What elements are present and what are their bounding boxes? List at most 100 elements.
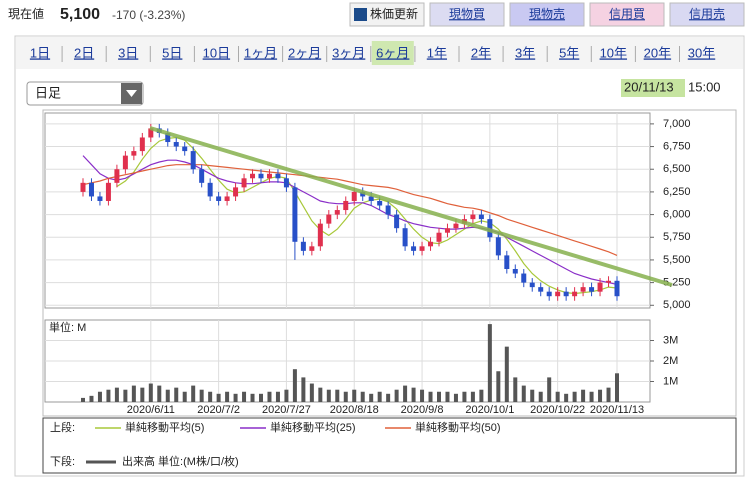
button-label: 現物売 [529,6,565,21]
x-tick-label: 2020/8/18 [330,404,379,416]
legend-label: 単純移動平均(50) [415,420,501,434]
period-tab[interactable]: 10日 [203,45,230,60]
candle-body [300,241,306,251]
candle-body [428,241,434,247]
moving-average-line [116,136,618,295]
period-tab[interactable]: 3年 [515,45,535,60]
candle-body [351,191,357,201]
candle-body [360,191,366,197]
volume-bar [225,391,230,402]
candle-body [394,214,400,229]
volume-bar [140,387,145,402]
volume-bar [581,389,586,402]
candle-body [368,196,374,201]
y-tick-label: 5,500 [663,254,691,266]
interval-dropdown[interactable] [26,81,144,106]
action-button[interactable] [429,2,505,27]
candle-body [309,246,315,251]
x-tick-label: 2020/7/2 [197,404,240,416]
volume-bar [292,369,297,402]
legend-label: 単純移動平均(5) [125,420,204,434]
volume-bar [199,389,204,402]
volume-bar [131,385,136,402]
dropdown-label: 日足 [35,85,61,100]
candle-body [283,178,289,188]
period-tab[interactable]: 1年 [427,45,447,60]
candle-body [105,182,111,201]
candle-body [292,187,298,242]
candle-body [555,291,561,297]
y-tick-label: 5,000 [663,299,691,311]
volume-bar [216,393,221,402]
volume-bar [521,385,526,402]
period-tab[interactable]: 2日 [74,45,94,60]
period-tab[interactable]: 20年 [644,45,671,60]
candle-body [241,178,247,188]
candle-body [436,232,442,242]
timestamp-time: 15:00 [688,79,721,94]
candle-body [224,196,230,201]
action-button[interactable] [509,2,585,27]
candle-body [546,291,552,297]
volume-bar [242,391,247,402]
candle-body [334,210,340,215]
period-tab[interactable]: 2ヶ月 [288,45,321,60]
action-button[interactable] [349,2,425,27]
action-button[interactable] [669,2,745,27]
y-tick-label: 3M [663,334,678,346]
period-tab[interactable]: 3日 [118,45,138,60]
period-tab[interactable]: 6ヶ月 [376,45,409,60]
volume-bar [598,389,603,402]
volume-bar [445,391,450,402]
volume-bar [89,395,94,402]
volume-bar [547,377,552,402]
candle-body [250,173,256,179]
candle-body [122,155,128,170]
candle-body [216,196,222,201]
period-tab[interactable]: 5年 [559,45,579,60]
volume-bar [97,391,102,402]
price-label: 現在値 [8,6,44,21]
volume-bar [335,389,340,402]
candle-body [589,287,595,292]
volume-bar [470,391,475,402]
candle-body [495,237,501,256]
candle-body [521,273,527,283]
legend-section-label: 下段: [50,454,75,468]
candle-body [444,228,450,233]
volume-bar [589,391,594,402]
x-tick-label: 2020/6/11 [127,404,175,416]
volume-bar [250,393,255,402]
button-label: 信用買 [609,7,645,21]
period-tab[interactable]: 1日 [30,45,50,60]
candle-body [597,282,603,292]
period-tab[interactable]: 30年 [688,45,715,60]
period-tab[interactable]: 2年 [471,45,491,60]
y-tick-label: 1M [663,375,678,387]
volume-bar [487,324,492,402]
volume-bar [309,383,314,402]
action-button[interactable] [589,2,665,27]
period-tab[interactable]: 10年 [600,45,627,60]
candle-body [131,151,137,156]
volume-bar [165,389,170,402]
volume-bar [453,393,458,402]
volume-bar [284,389,289,402]
candle-body [173,142,179,147]
y-tick-label: 6,750 [663,140,691,152]
candle-body [258,173,264,179]
candle-body [266,173,272,179]
candle-body [148,128,154,138]
volume-bar [233,393,238,402]
period-tab[interactable]: 5日 [162,45,182,60]
y-tick-label: 6,250 [663,186,691,198]
period-tab[interactable]: 3ヶ月 [332,45,365,60]
period-tab[interactable]: 1ヶ月 [244,45,277,60]
legend-label: 単純移動平均(25) [270,420,356,434]
volume-bar [386,393,391,402]
volume-bar [530,389,535,402]
volume-bar [504,346,509,402]
volume-bar [369,393,374,402]
volume-bar [572,391,577,402]
